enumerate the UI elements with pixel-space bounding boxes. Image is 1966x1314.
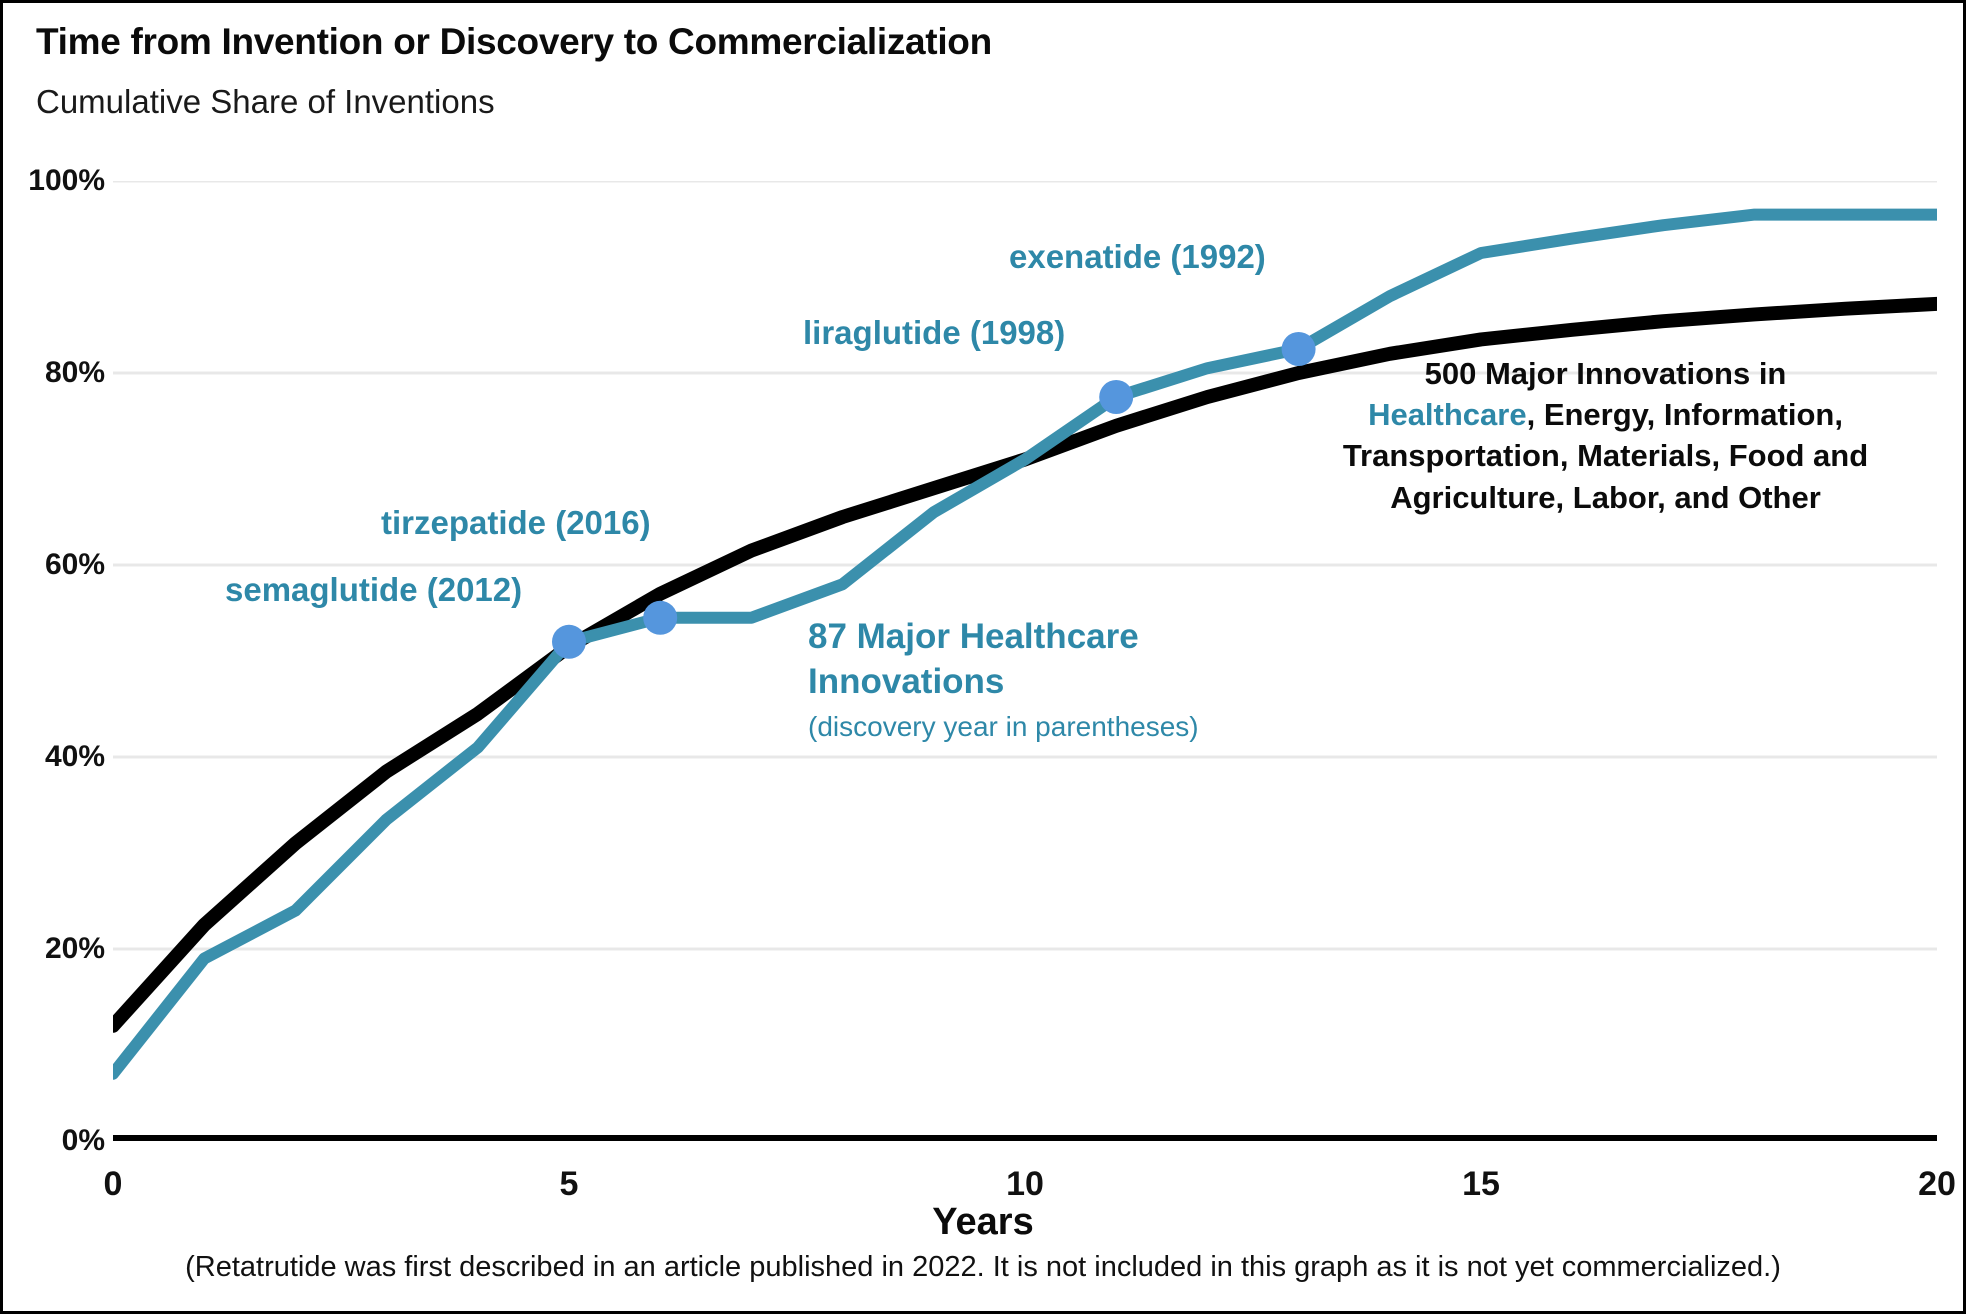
annotation-healthcare-note: (discovery year in parentheses) [808, 710, 1199, 742]
y-axis-tick-label: 40% [44, 740, 105, 773]
series-line-healthcare [113, 208, 1937, 1080]
annotation-healthcare-count: 87 Major Healthcare Innovations [808, 617, 1139, 701]
y-axis-tick-label: 80% [44, 356, 105, 389]
x-axis-tick-label: 5 [559, 1165, 579, 1203]
annotation-tirzepatide: tirzepatide (2016) [381, 504, 651, 541]
x-axis-tick-label: 15 [1462, 1165, 1500, 1203]
annotation-all-healthcare-highlight: Healthcare [1368, 397, 1527, 433]
y-axis-tick-label: 20% [44, 932, 105, 965]
y-axis-tick-label: 60% [44, 548, 105, 581]
annotation-all-line4: Agriculture, Labor, and Other [1390, 479, 1821, 515]
x-axis-tick-label: 10 [1006, 1165, 1044, 1203]
annotation-exenatide: exenatide (1992) [1009, 238, 1266, 275]
y-axis-tick-label: 100% [28, 164, 105, 197]
chart-title: Time from Invention or Discovery to Comm… [36, 21, 992, 62]
annotation-healthcare-block: 87 Major Healthcare Innovations (discove… [808, 615, 1238, 744]
data-point-marker[interactable] [643, 600, 678, 635]
chart-footnote: (Retatrutide was first described in an a… [185, 1251, 1781, 1283]
y-axis-tick-label: 0% [61, 1124, 105, 1157]
data-point-marker[interactable] [1099, 380, 1134, 414]
data-point-marker[interactable] [552, 624, 586, 659]
x-axis-tick-label: 20 [1918, 1165, 1956, 1203]
annotation-all-line1: 500 Major Innovations in [1424, 356, 1787, 391]
x-axis-tick-label: 0 [103, 1165, 123, 1203]
annotation-all-innovations-block: 500 Major Innovations in Healthcare, Ene… [1273, 353, 1938, 518]
plot-area [113, 181, 1937, 1141]
annotation-semaglutide: semaglutide (2012) [225, 571, 523, 608]
chart-subtitle: Cumulative Share of Inventions [36, 83, 495, 120]
annotation-all-line3: Transportation, Materials, Food and [1342, 438, 1869, 474]
chart-svg [113, 181, 1937, 1141]
data-point-marker[interactable] [1281, 332, 1316, 366]
annotation-liraglutide: liraglutide (1998) [803, 314, 1066, 351]
x-axis-title: Years [932, 1201, 1034, 1243]
annotation-all-line2-rest: , Energy, Information, [1526, 397, 1843, 433]
